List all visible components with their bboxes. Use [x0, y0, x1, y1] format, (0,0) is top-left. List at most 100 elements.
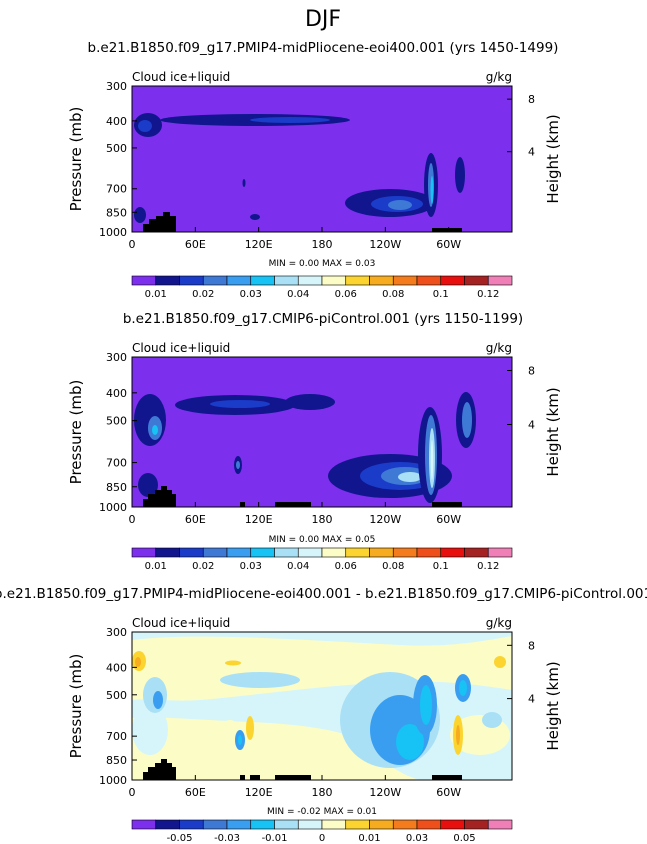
x-tick-label: 60E: [185, 786, 206, 799]
colorbar-swatch: [297, 819, 323, 830]
y-tick-label: 1000: [99, 501, 127, 514]
colorbar-label: 0.08: [382, 561, 404, 572]
colorbar-swatch: [392, 547, 418, 558]
colorbar-label: 0.03: [240, 289, 262, 300]
min-max-stats: MIN = 0.00 MAX = 0.05: [269, 535, 376, 545]
contour-blob: [132, 717, 420, 780]
units-label: g/kg: [486, 616, 512, 630]
variable-label: Cloud ice+liquid: [132, 70, 230, 84]
colorbar-label: 0.04: [287, 289, 309, 300]
colorbar-swatch: [464, 275, 489, 286]
y-axis-label: Pressure (mb): [67, 107, 85, 212]
contour-blob: [236, 461, 240, 469]
colorbar-label: 0.06: [335, 289, 357, 300]
x-tick-label: 0: [129, 238, 136, 251]
terrain-mask: [143, 212, 176, 232]
contour-blob: [430, 176, 434, 204]
contour-blob: [455, 157, 465, 193]
contour-blob: [494, 656, 506, 668]
colorbar-swatch: [369, 819, 394, 830]
colorbar-swatch: [297, 547, 323, 558]
contour-blob: [210, 400, 270, 408]
x-tick-label: 120E: [245, 786, 273, 799]
colorbar-label: 0.08: [382, 289, 404, 300]
x-axis: 0 60E 120E 180 120W 60W: [129, 227, 461, 251]
y-tick-label: 700: [106, 730, 127, 743]
field-background: [132, 86, 512, 232]
x-tick-label: 120W: [369, 238, 401, 251]
y-axis-label: Pressure (mb): [67, 380, 85, 485]
colorbar-swatch: [464, 819, 489, 830]
colorbar-label: 0.01: [145, 289, 167, 300]
contour-blob: [246, 716, 254, 740]
colorbar-swatch: [202, 819, 228, 830]
colorbar-swatch: [464, 547, 489, 558]
y-tick-label: 850: [106, 206, 127, 219]
contour-field: [132, 357, 512, 507]
y-right-axis-label: Height (km): [544, 114, 562, 203]
panel-title: b.e21.B1850.f09_g17.CMIP6-piControl.001 …: [123, 311, 523, 327]
y-right-axis-label: Height (km): [544, 387, 562, 476]
colorbar-swatch: [131, 819, 157, 830]
colorbar-label: 0.02: [192, 289, 214, 300]
contour-blob: [430, 440, 434, 480]
contour-blob: [462, 402, 472, 438]
panel-difference: b.e21.B1850.f09_g17.PMIP4-midPliocene-eo…: [0, 586, 647, 844]
colorbar-label: 0.01: [145, 561, 167, 572]
colorbar-swatch: [321, 819, 347, 830]
y-axis: 300 400 500 700 850 1000 8 4: [99, 351, 535, 514]
page-title: DJF: [305, 7, 341, 32]
contour-blob: [396, 724, 424, 760]
contour-blob: [152, 425, 158, 435]
y-tick-label: 850: [106, 481, 127, 494]
colorbar-swatch: [345, 275, 370, 286]
y-tick-label: 400: [106, 387, 127, 400]
y-axis-label: Pressure (mb): [67, 654, 85, 759]
contour-blob: [225, 660, 241, 666]
contour-blob: [456, 725, 460, 745]
colorbar-swatch: [416, 275, 442, 286]
colorbar-swatch: [321, 275, 347, 286]
colorbar: 0.01 0.02 0.03 0.04 0.06 0.08 0.1 0.12: [131, 547, 513, 572]
colorbar-label: 0.01: [358, 833, 380, 844]
y-tick-label: 500: [106, 689, 127, 702]
colorbar-label: -0.03: [214, 833, 240, 844]
colorbar-swatch: [487, 547, 513, 558]
colorbar-swatch: [440, 819, 465, 830]
colorbar-swatch: [179, 819, 204, 830]
contour-blob: [250, 117, 330, 123]
contour-field: [132, 632, 512, 780]
x-tick-label: 60E: [185, 513, 206, 526]
min-max-stats: MIN = -0.02 MAX = 0.01: [267, 807, 377, 817]
contour-blob: [250, 214, 260, 220]
colorbar-swatch: [131, 275, 157, 286]
x-tick-label: 180: [312, 786, 333, 799]
y-tick-label: 400: [106, 661, 127, 674]
panel-picontrol: b.e21.B1850.f09_g17.CMIP6-piControl.001 …: [67, 311, 562, 572]
variable-label: Cloud ice+liquid: [132, 341, 230, 355]
y-right-axis-label: Height (km): [544, 661, 562, 750]
colorbar-swatch: [416, 547, 442, 558]
x-tick-label: 60E: [185, 238, 206, 251]
contour-blob: [388, 200, 412, 210]
colorbar-swatch: [487, 275, 513, 286]
colorbar-label: 0.05: [453, 833, 475, 844]
y-tick-label: 500: [106, 415, 127, 428]
colorbar-swatch: [440, 547, 465, 558]
y-right-tick-label: 8: [528, 365, 535, 378]
colorbar-label: 0.1: [433, 289, 449, 300]
terrain-mask: [432, 775, 462, 780]
terrain-mask: [240, 775, 245, 780]
contour-blob: [138, 120, 152, 132]
terrain-mask: [143, 486, 176, 507]
colorbar-swatch: [179, 275, 204, 286]
colorbar-label: 0.02: [192, 561, 214, 572]
colorbar-swatch: [345, 547, 370, 558]
contour-blob: [132, 705, 168, 755]
terrain-mask: [275, 775, 311, 780]
colorbar-label: 0.12: [477, 289, 499, 300]
y-tick-label: 300: [106, 351, 127, 364]
x-tick-label: 0: [129, 786, 136, 799]
colorbar-swatch: [131, 547, 157, 558]
